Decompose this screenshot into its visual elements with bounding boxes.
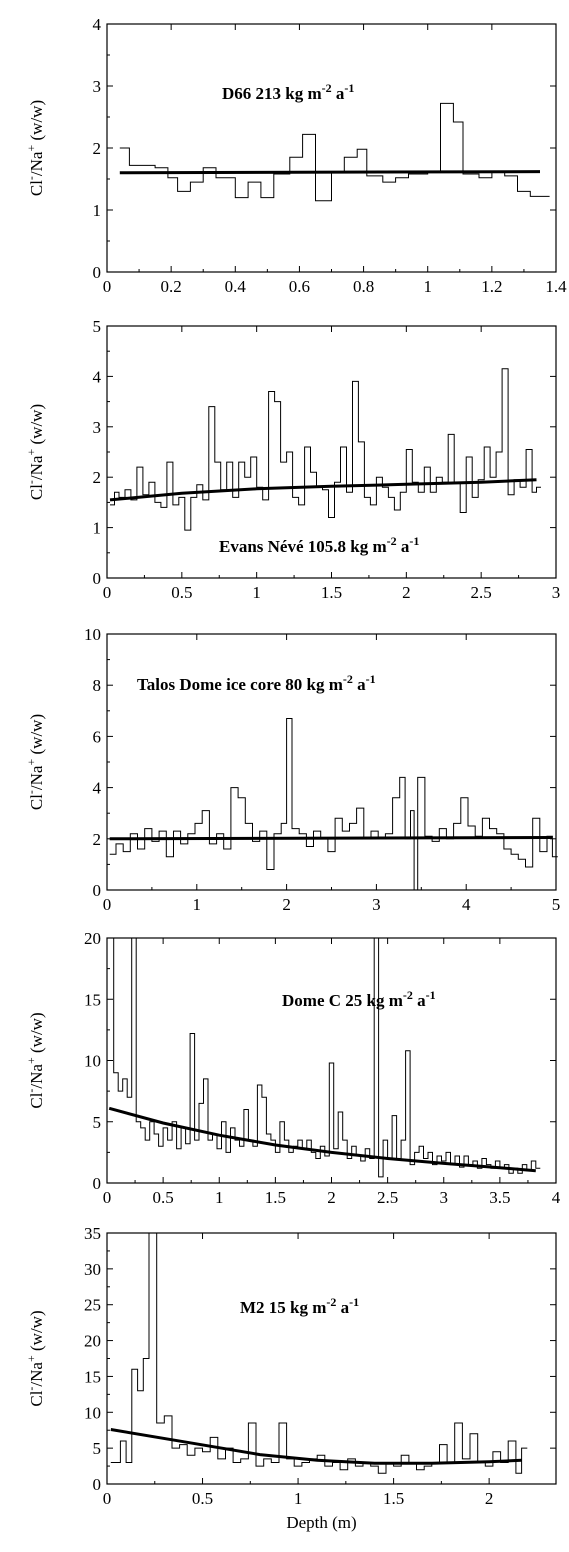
x-tick-label: 0.6: [289, 277, 310, 296]
x-tick-label: 2.5: [471, 583, 492, 602]
trend-line: [109, 478, 537, 502]
y-tick-label: 1: [93, 201, 102, 220]
y-tick-label: 10: [84, 1403, 101, 1422]
y-tick-label: 3: [93, 418, 102, 437]
x-tick-label: 0.5: [171, 583, 192, 602]
x-tick-label: 0.2: [161, 277, 182, 296]
y-tick-label: 2: [93, 830, 102, 849]
y-tick-label: 35: [84, 1224, 101, 1243]
x-tick-label: 0: [103, 1188, 112, 1207]
x-tick-label: 1.4: [545, 277, 567, 296]
panel-title: Talos Dome ice core 80 kg m-2 a-1: [137, 672, 376, 694]
plot-frame: [106, 23, 557, 273]
y-tick-label: 2: [93, 139, 102, 158]
y-tick-label: 0: [93, 1475, 102, 1494]
x-tick-label: 4: [552, 1188, 561, 1207]
y-tick-label: 4: [93, 367, 102, 386]
trend-line: [110, 1428, 522, 1465]
y-tick-label: 10: [84, 625, 101, 644]
plot-frame: [106, 937, 557, 1184]
y-tick-label: 0: [93, 881, 102, 900]
y-tick-label: 5: [93, 1439, 102, 1458]
y-tick-label: 0: [93, 1174, 102, 1193]
x-tick-label: 1: [252, 583, 261, 602]
panel-1: 0 0.2 0.4 0.6 0.8 1 1.2 1.4 0 1 2 3 4 D66 213 kg m-2 …: [24, 15, 567, 296]
panel-2: 0 0.5 1 1.5 2 2.5 3 0 1 2 3 4 5 Evans Névé 105.8 kg m…: [24, 317, 560, 602]
x-axis-label: Depth (m): [286, 1513, 356, 1532]
trend-line: [108, 1106, 536, 1173]
x-tick-label: 2: [485, 1489, 494, 1508]
x-tick-label: 2: [327, 1188, 336, 1207]
panel-4: 0 0.5 1 1.5 2 2.5 3 3.5 4 0 5 10 15 20 Dome C 25 kg m-…: [24, 929, 561, 1207]
trend-line: [119, 170, 541, 175]
y-axis-label: Cl-/Na+ (w/w): [24, 714, 46, 810]
x-tick-label: 1: [423, 277, 432, 296]
y-axis-label: Cl-/Na+ (w/w): [24, 1012, 46, 1108]
y-tick-label: 0: [93, 569, 102, 588]
plot-frame: [106, 1232, 557, 1485]
x-tick-label: 2.5: [377, 1188, 398, 1207]
step-series: [119, 102, 550, 202]
x-tick-label: 0: [103, 583, 112, 602]
y-axis-label: Cl-/Na+ (w/w): [24, 1310, 46, 1406]
step-series: [109, 937, 541, 1178]
y-tick-label: 6: [93, 727, 102, 746]
y-tick-label: 4: [93, 15, 102, 34]
x-tick-label: 2: [402, 583, 411, 602]
y-tick-label: 20: [84, 929, 101, 948]
y-axis-label: Cl-/Na+ (w/w): [24, 100, 46, 196]
y-tick-label: 1: [93, 519, 102, 538]
step-series: [110, 368, 541, 531]
x-tick-label: 5: [552, 895, 561, 914]
x-tick-label: 3: [552, 583, 561, 602]
x-tick-label: 1: [294, 1489, 303, 1508]
y-tick-label: 30: [84, 1260, 101, 1279]
y-tick-label: 15: [84, 990, 101, 1009]
x-tick-label: 0: [103, 1489, 112, 1508]
x-tick-label: 0.5: [192, 1489, 213, 1508]
x-tick-label: 0: [103, 895, 112, 914]
y-tick-label: 15: [84, 1367, 101, 1386]
x-tick-label: 0: [103, 277, 112, 296]
step-series: [109, 718, 558, 891]
x-tick-label: 1.5: [321, 583, 342, 602]
panel-title: Dome C 25 kg m-2 a-1: [282, 988, 436, 1010]
y-tick-label: 8: [93, 676, 102, 695]
panel-title: M2 15 kg m-2 a-1: [240, 1295, 359, 1317]
y-tick-label: 20: [84, 1332, 101, 1351]
y-tick-label: 5: [93, 317, 102, 336]
x-tick-label: 1.5: [383, 1489, 404, 1508]
y-axis-label: Cl-/Na+ (w/w): [24, 404, 46, 500]
y-tick-label: 3: [93, 77, 102, 96]
y-tick-label: 5: [93, 1113, 102, 1132]
y-tick-label: 2: [93, 468, 102, 487]
x-tick-label: 1.2: [481, 277, 502, 296]
y-tick-label: 25: [84, 1296, 101, 1315]
x-tick-label: 0.8: [353, 277, 374, 296]
x-tick-label: 3.5: [489, 1188, 510, 1207]
x-tick-label: 0.5: [153, 1188, 174, 1207]
x-tick-label: 4: [462, 895, 471, 914]
x-tick-label: 0.4: [225, 277, 247, 296]
panel-title: Evans Névé 105.8 kg m-2 a-1: [219, 534, 419, 556]
y-tick-label: 4: [93, 779, 102, 798]
y-tick-label: 10: [84, 1052, 101, 1071]
x-tick-label: 1.5: [265, 1188, 286, 1207]
x-tick-label: 2: [282, 895, 291, 914]
x-tick-label: 3: [440, 1188, 449, 1207]
y-tick-label: 0: [93, 263, 102, 282]
step-series: [110, 1232, 528, 1474]
panel-3: 0 1 2 3 4 5 0 2 4 6 8 10 Talos Dome ice core 80 kg m…: [24, 625, 560, 914]
panel-title: D66 213 kg m-2 a-1: [222, 81, 354, 103]
x-tick-label: 1: [215, 1188, 224, 1207]
x-tick-label: 1: [193, 895, 202, 914]
trend-line: [109, 836, 553, 841]
x-tick-label: 3: [372, 895, 381, 914]
